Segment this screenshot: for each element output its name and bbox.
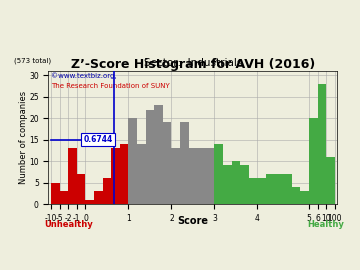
Bar [292,187,300,204]
Bar [111,148,120,204]
Text: Score: Score [177,216,208,226]
Bar [223,166,231,204]
Bar [60,191,68,204]
Bar [171,148,180,204]
Bar [77,174,85,204]
Text: The Research Foundation of SUNY: The Research Foundation of SUNY [51,83,170,89]
Bar [163,123,171,204]
Title: Z’-Score Histogram for AVH (2016): Z’-Score Histogram for AVH (2016) [71,58,315,71]
Bar [137,144,146,204]
Bar [309,118,318,204]
Bar [120,144,129,204]
Bar [197,148,206,204]
Bar [180,123,189,204]
Bar [283,174,292,204]
Bar [318,84,326,204]
Bar [326,157,335,204]
Text: ©www.textbiz.org,: ©www.textbiz.org, [51,72,117,79]
Bar [68,148,77,204]
Bar [129,118,137,204]
Bar [103,178,111,204]
Bar [94,191,103,204]
Bar [215,144,223,204]
Bar [206,148,215,204]
Text: 0.6744: 0.6744 [84,135,113,144]
Bar [231,161,240,204]
Text: Unhealthy: Unhealthy [44,220,93,229]
Bar [85,200,94,204]
Bar [146,110,154,204]
Y-axis label: Number of companies: Number of companies [19,91,28,184]
Bar [154,105,163,204]
Bar [189,148,197,204]
Bar [266,174,275,204]
Bar [275,174,283,204]
Text: Sector:  Industrials: Sector: Industrials [144,58,242,68]
Bar [240,166,249,204]
Text: (573 total): (573 total) [14,58,51,64]
Text: Healthy: Healthy [308,220,345,229]
Bar [300,191,309,204]
Bar [51,183,60,204]
Bar [249,178,257,204]
Bar [257,178,266,204]
